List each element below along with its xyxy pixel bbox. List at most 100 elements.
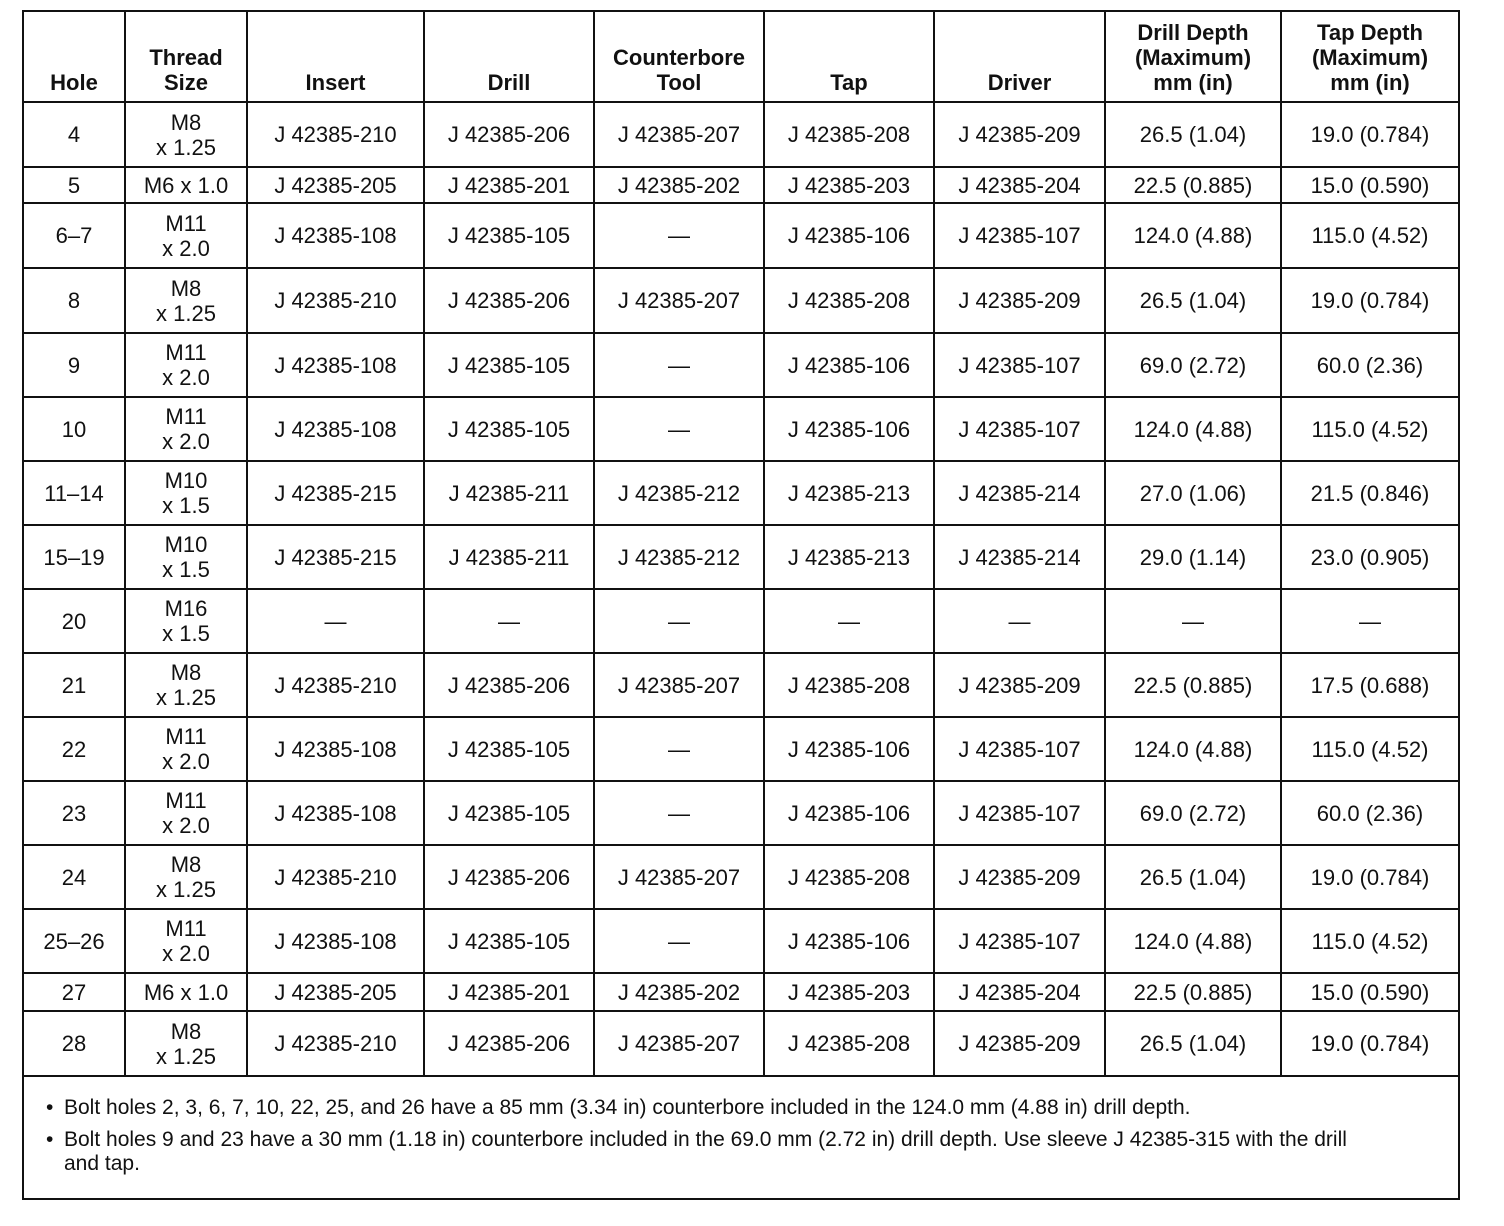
table-cell: J 42385-201: [423, 166, 595, 204]
cell-text: J 42385-208: [787, 1031, 911, 1056]
cell-text: 69.0 (2.72): [1139, 800, 1247, 826]
cell-text: J 42385-207: [617, 288, 741, 313]
table-cell: J 42385-214: [933, 524, 1106, 590]
table-cell: J 42385-206: [423, 1010, 595, 1077]
table-cell: 6–7: [22, 202, 126, 269]
table-cell: J 42385-210: [246, 844, 425, 910]
table-cell: 26.5 (1.04): [1104, 267, 1282, 334]
cell-line: M11: [165, 724, 207, 749]
table-cell: J 42385-209: [933, 1010, 1106, 1077]
table-cell: J 42385-213: [763, 524, 935, 590]
cell-text: J 42385-107: [958, 352, 1081, 378]
table-row: 21 M8 x 1.25 J 42385-210 J 42385-206 J 42385-…: [22, 652, 1460, 718]
table-cell: J 42385-209: [933, 844, 1106, 910]
table-cell: 26.5 (1.04): [1104, 101, 1282, 168]
table-cell: 21: [22, 652, 126, 718]
cell-text: J 42385-106: [787, 800, 911, 826]
table-cell: 115.0 (4.52): [1280, 716, 1460, 782]
table-cell: 27.0 (1.06): [1104, 460, 1282, 526]
cell-text: J 42385-215: [274, 480, 397, 506]
cell-text: J 42385-212: [617, 480, 741, 506]
table-cell: 69.0 (2.72): [1104, 332, 1282, 398]
cell-text: J 42385-207: [617, 1031, 741, 1056]
table-cell: J 42385-208: [763, 101, 935, 168]
cell-text: J 42385-213: [787, 480, 911, 506]
cell-text: 21.5 (0.846): [1310, 480, 1430, 506]
table-cell: 25–26: [22, 908, 126, 974]
cell-text: J 42385-108: [274, 736, 397, 762]
cell-text: 115.0 (4.52): [1311, 736, 1429, 762]
cell-text: J 42385-108: [274, 416, 397, 442]
cell-line: x 1.25: [156, 877, 216, 902]
table-cell: J 42385-106: [763, 716, 935, 782]
cell-text: —: [668, 416, 690, 442]
cell-text: J 42385-206: [447, 122, 571, 147]
table-cell: J 42385-105: [423, 908, 595, 974]
cell-text: J 42385-106: [787, 736, 911, 762]
table-cell: J 42385-207: [593, 844, 765, 910]
cell-text: J 42385-203: [787, 172, 911, 198]
cell-line: M11: [165, 340, 207, 365]
table-cell: J 42385-211: [423, 524, 595, 590]
cell-text: J 42385-105: [447, 928, 571, 954]
table-cell: J 42385-203: [763, 166, 935, 204]
header-line: Tap: [830, 70, 868, 95]
table-row: 27 M6 x 1.0 J 42385-205 J 42385-201 J 42385-…: [22, 972, 1460, 1012]
table-cell: J 42385-208: [763, 267, 935, 334]
cell-text: 115.0 (4.52): [1311, 416, 1429, 442]
table-cell: 22.5 (0.885): [1104, 972, 1282, 1012]
header-line: Tool: [656, 70, 702, 95]
table-cell: J 42385-107: [933, 908, 1106, 974]
header-line: Counterbore: [613, 45, 745, 70]
cell-text: 15.0 (0.590): [1310, 979, 1430, 1005]
table-cell: M11 x 2.0: [124, 780, 248, 846]
cell-line: M6 x 1.0: [143, 172, 229, 198]
cell-line: x 1.5: [162, 621, 210, 646]
table-cell: 22.5 (0.885): [1104, 652, 1282, 718]
header-row: Hole Thread Size Insert Drill Counterbore Tool…: [22, 10, 1460, 103]
table-cell: M16 x 1.5: [124, 588, 248, 654]
cell-line: M11: [165, 916, 207, 941]
table-cell: 29.0 (1.14): [1104, 524, 1282, 590]
header-cell: Tap: [763, 10, 935, 103]
table-cell: M6 x 1.0: [124, 972, 248, 1012]
cell-text: 22: [61, 736, 87, 762]
table-cell: J 42385-205: [246, 166, 425, 204]
cell-text: J 42385-105: [447, 800, 571, 826]
cell-text: J 42385-105: [447, 736, 571, 762]
header-line: (Maximum): [1134, 45, 1252, 70]
table-cell: J 42385-108: [246, 780, 425, 846]
cell-text: J 42385-209: [958, 864, 1081, 890]
header-line: Drill: [487, 70, 531, 95]
table-cell: J 42385-106: [763, 332, 935, 398]
cell-text: J 42385-108: [274, 928, 397, 954]
cell-text: 17.5 (0.688): [1310, 672, 1430, 698]
cell-text: J 42385-106: [787, 352, 911, 378]
cell-text: J 42385-206: [447, 672, 571, 698]
table-cell: J 42385-107: [933, 780, 1106, 846]
header-line: Size: [163, 70, 209, 95]
cell-text: 11–14: [44, 480, 104, 506]
note: Bolt holes 9 and 23 have a 30 mm (1.18 i…: [46, 1128, 1358, 1176]
table-cell: J 42385-210: [246, 652, 425, 718]
cell-text: 60.0 (2.36): [1316, 800, 1424, 826]
table-row: 24 M8 x 1.25 J 42385-210 J 42385-206 J 42385-…: [22, 844, 1460, 910]
table-row: 25–26 M11 x 2.0 J 42385-108 J 42385-105 — J 42…: [22, 908, 1460, 974]
cell-text: J 42385-213: [787, 544, 911, 570]
table-cell: J 42385-207: [593, 652, 765, 718]
cell-text: —: [1182, 608, 1204, 634]
table-cell: 60.0 (2.36): [1280, 332, 1460, 398]
cell-text: 60.0 (2.36): [1316, 352, 1424, 378]
cell-line: M11: [165, 210, 207, 236]
table-cell: —: [593, 332, 765, 398]
table-cell: J 42385-214: [933, 460, 1106, 526]
cell-line: M10: [164, 532, 208, 557]
cell-text: 26.5 (1.04): [1139, 864, 1247, 890]
table-cell: J 42385-215: [246, 524, 425, 590]
cell-text: 8: [67, 288, 81, 313]
table-cell: J 42385-202: [593, 166, 765, 204]
table-cell: —: [593, 588, 765, 654]
cell-text: 26.5 (1.04): [1139, 288, 1247, 313]
cell-text: 23: [61, 800, 87, 826]
cell-text: 25–26: [43, 928, 105, 954]
